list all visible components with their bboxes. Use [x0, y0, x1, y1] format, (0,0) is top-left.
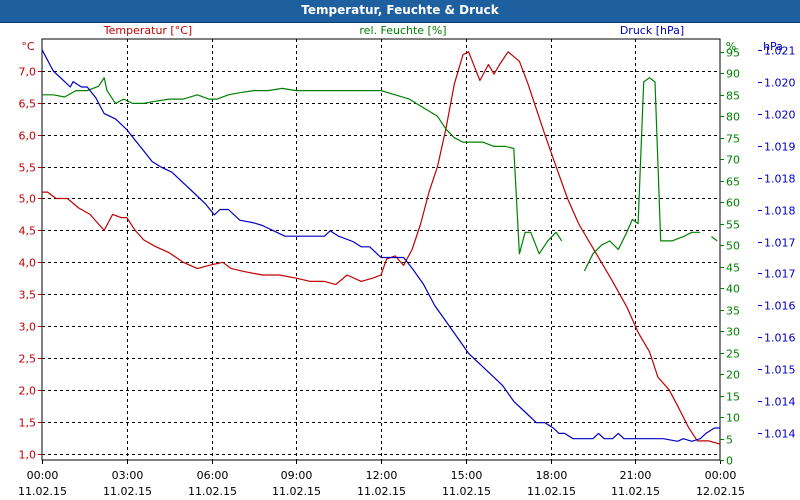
x-tick-time: 06:00	[197, 469, 229, 482]
humidity-tick-label: 0	[726, 455, 733, 468]
pressure-tick-label: 1.021	[764, 45, 796, 58]
pressure-tick-label: 1.015	[764, 364, 796, 377]
humidity-tick-label: 25	[726, 348, 740, 361]
pressure-unit: hPa	[763, 40, 783, 53]
pressure-tick-label: 1.020	[764, 109, 796, 122]
humidity-unit: %	[726, 40, 736, 53]
humidity-tick-label: 70	[726, 154, 740, 167]
pressure-tick-label: 1.019	[764, 141, 796, 154]
x-tick-time: 15:00	[451, 469, 483, 482]
grid	[42, 39, 720, 460]
x-tick-date: 12.02.15	[696, 485, 745, 498]
temperature-tick-label: 1,0	[19, 449, 37, 462]
temperature-tick-label: 5,0	[19, 193, 37, 206]
humidity-tick-label: 35	[726, 305, 740, 318]
pressure-axis-label: Druck [hPa]	[620, 24, 684, 37]
pressure-tick-label: 1.016	[764, 332, 796, 345]
humidity-tick-label: 40	[726, 283, 740, 296]
humidity-series-line	[711, 236, 718, 242]
humidity-axis-label: rel. Feuchte [%]	[359, 24, 446, 37]
x-tick-date: 11.02.15	[103, 485, 152, 498]
humidity-tick-label: 50	[726, 240, 740, 253]
humidity-tick-label: 80	[726, 111, 740, 124]
humidity-tick-label: 45	[726, 262, 740, 275]
humidity-tick-label: 30	[726, 326, 740, 339]
x-tick-time: 03:00	[112, 469, 144, 482]
pressure-tick-label: 1.014	[764, 396, 796, 409]
window-titlebar: Temperatur, Feuchte & Druck	[0, 0, 800, 23]
humidity-tick-label: 10	[726, 412, 740, 425]
humidity-tick-label: 95	[726, 47, 740, 60]
temperature-tick-label: 5,5	[19, 162, 37, 175]
temperature-tick-label: 6,0	[19, 130, 37, 143]
x-tick-date: 11.02.15	[442, 485, 491, 498]
temperature-tick-label: 3,5	[19, 289, 37, 302]
temperature-tick-label: 2,5	[19, 353, 37, 366]
pressure-series-line	[41, 49, 720, 442]
humidity-tick-label: 65	[726, 176, 740, 189]
x-tick-date: 11.02.15	[611, 485, 660, 498]
humidity-tick-label: 85	[726, 90, 740, 103]
pressure-tick-label: 1.018	[764, 205, 796, 218]
window-title: Temperatur, Feuchte & Druck	[301, 3, 499, 17]
humidity-tick-label: 15	[726, 391, 740, 404]
temperature-series-line	[42, 51, 721, 445]
pressure-tick-label: 1.018	[764, 173, 796, 186]
x-tick-time: 12:00	[366, 469, 398, 482]
temperature-axis-label: Temperatur [°C]	[103, 24, 192, 37]
temperature-tick-label: 4,0	[19, 257, 37, 270]
temperature-tick-label: 4,5	[19, 225, 37, 238]
x-tick-time: 18:00	[536, 469, 568, 482]
pressure-tick-label: 1.014	[764, 428, 796, 441]
x-tick-date: 11.02.15	[527, 485, 576, 498]
pressure-tick-label: 1.017	[764, 237, 796, 250]
x-tick-date: 11.02.15	[188, 485, 237, 498]
humidity-tick-label: 20	[726, 369, 740, 382]
x-tick-date: 11.02.15	[272, 485, 321, 498]
humidity-tick-label: 5	[726, 434, 733, 447]
x-tick-date: 11.02.15	[357, 485, 406, 498]
x-tick-time: 21:00	[620, 469, 652, 482]
temperature-tick-label: 6,5	[19, 98, 37, 111]
pressure-tick-label: 1.020	[764, 77, 796, 90]
pressure-tick-label: 1.016	[764, 300, 796, 313]
x-tick-time: 09:00	[281, 469, 313, 482]
axes: 00:00 11.02.15 03:00 11.02.15 06:00 11.02.15 0…	[18, 45, 795, 499]
temperature-tick-label: 3,0	[19, 321, 37, 334]
temperature-tick-label: 1,5	[19, 417, 37, 430]
temperature-tick-label: 2,0	[19, 385, 37, 398]
humidity-series-line	[42, 77, 563, 255]
series-layer	[41, 49, 721, 445]
humidity-tick-label: 55	[726, 219, 740, 232]
humidity-tick-label: 75	[726, 133, 740, 146]
humidity-series-line	[583, 77, 701, 272]
pressure-tick-label: 1.017	[764, 268, 796, 281]
x-tick-time: 00:00	[27, 469, 59, 482]
humidity-tick-label: 90	[726, 68, 740, 81]
x-tick-date: 11.02.15	[18, 485, 67, 498]
temperature-tick-label: 7,0	[19, 66, 37, 79]
x-tick-time: 00:00	[705, 469, 737, 482]
humidity-tick-label: 60	[726, 197, 740, 210]
temperature-unit: °C	[21, 40, 35, 53]
